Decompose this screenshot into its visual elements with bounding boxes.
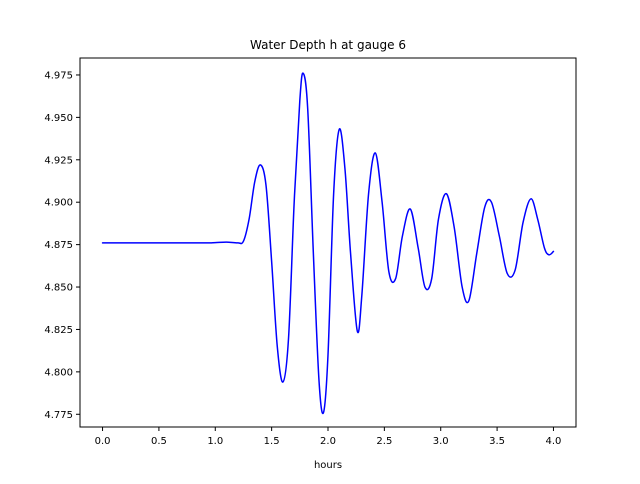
y-tick-label: 4.875: [44, 240, 73, 251]
x-tick-label: 2.0: [320, 436, 336, 447]
y-tick-label: 4.900: [44, 198, 73, 209]
y-tick-label: 4.975: [44, 70, 73, 81]
y-tick-label: 4.950: [44, 113, 73, 124]
x-tick-label: 1.0: [207, 436, 223, 447]
y-tick-label: 4.825: [44, 325, 73, 336]
chart-title: Water Depth h at gauge 6: [250, 38, 406, 52]
x-tick-label: 3.5: [489, 436, 505, 447]
x-tick-label: 2.5: [376, 436, 392, 447]
x-tick-label: 3.0: [433, 436, 449, 447]
x-tick-label: 1.5: [264, 436, 280, 447]
series-layer: [101, 72, 555, 415]
y-tick-label: 4.850: [44, 283, 73, 294]
series-line: [101, 72, 555, 415]
x-tick-label: 0.5: [151, 436, 167, 447]
y-tick-label: 4.925: [44, 155, 73, 166]
x-axis-title: hours: [314, 460, 342, 471]
x-tick-label: 0.0: [95, 436, 111, 447]
y-tick-label: 4.775: [44, 410, 73, 421]
x-tick-label: 4.0: [546, 436, 562, 447]
x-axis: 0.0 0.5 1.0 1.5 2.0 2.5 3.0 3.5 4.0: [95, 427, 562, 447]
y-tick-label: 4.800: [44, 367, 73, 378]
y-axis: 4.775 4.800 4.825 4.850 4.875 4.900 4.925 4.950…: [44, 70, 80, 421]
